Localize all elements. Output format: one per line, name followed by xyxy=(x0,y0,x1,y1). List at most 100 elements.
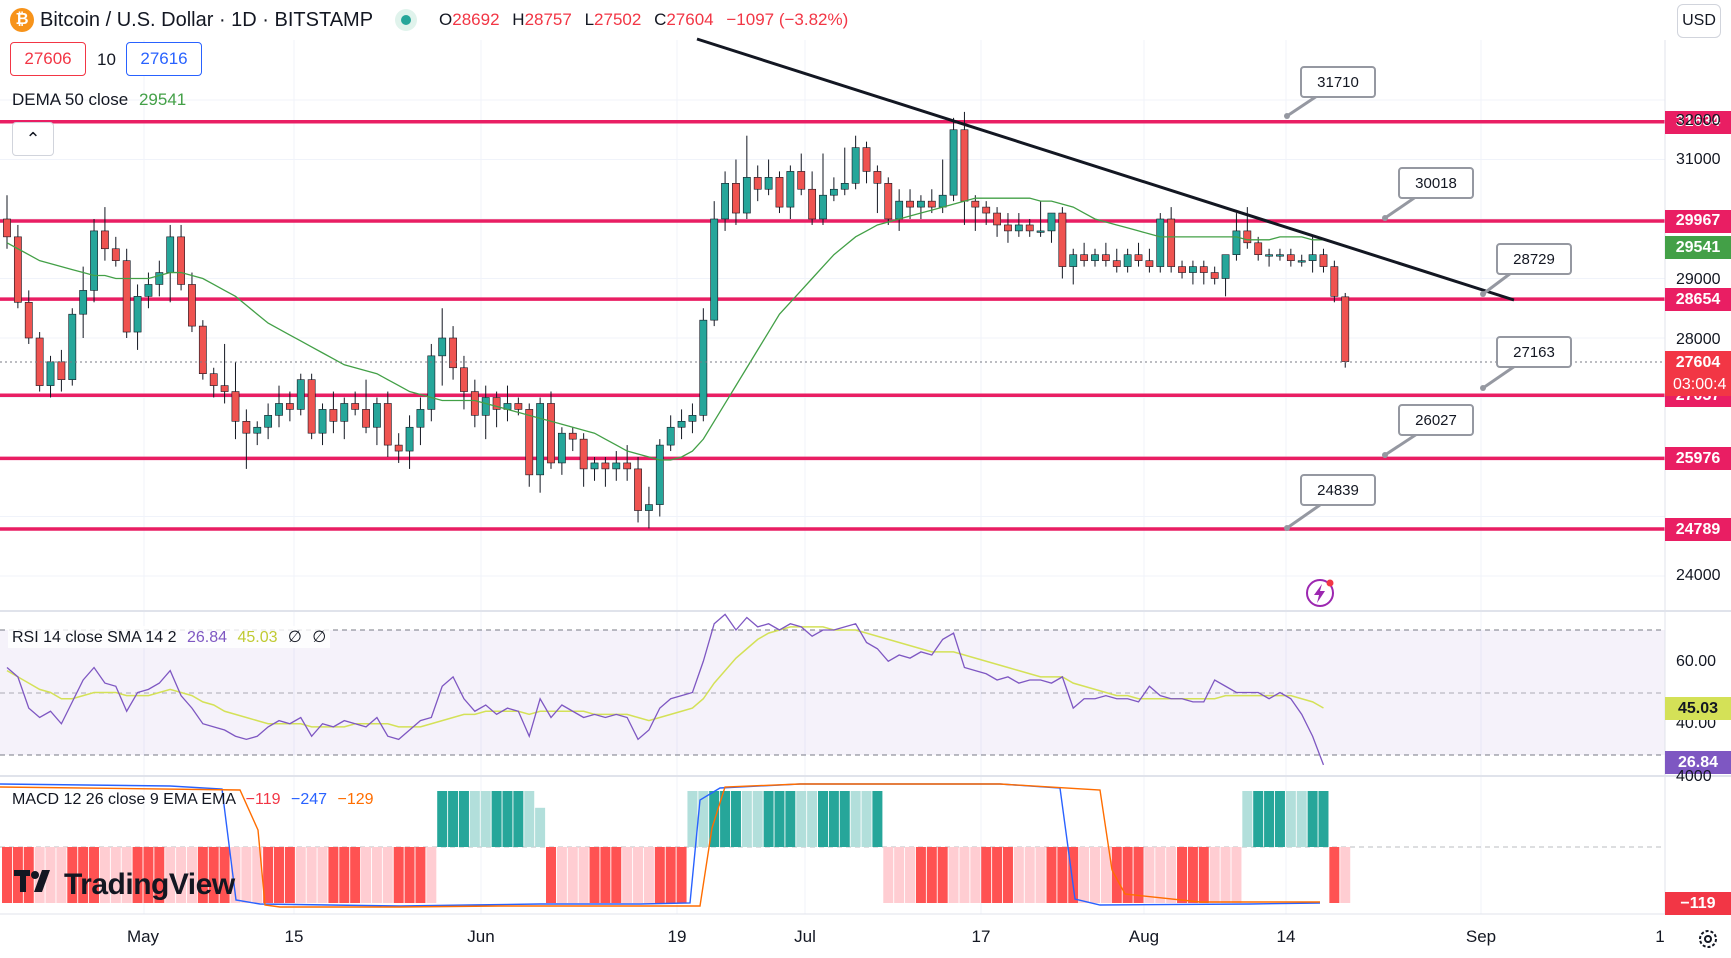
macd-bar xyxy=(741,791,752,847)
candle xyxy=(1091,248,1099,267)
time-tick: Sep xyxy=(1465,927,1497,946)
macd-bar xyxy=(1285,791,1296,847)
candle xyxy=(198,320,207,380)
price-tick: 29000 xyxy=(1676,271,1721,288)
price-callout[interactable]: 26027 xyxy=(1398,404,1474,436)
macd-bar xyxy=(654,847,665,903)
candle xyxy=(307,373,316,440)
candle xyxy=(699,308,708,422)
candle xyxy=(1101,242,1110,267)
macd-bar xyxy=(208,847,219,903)
macd-bar xyxy=(981,847,992,903)
candle xyxy=(329,391,338,434)
macd-bar xyxy=(959,847,970,903)
symbol-title[interactable]: Bitcoin / U.S. Dollar · 1D · BITSTAMP xyxy=(40,8,374,31)
sell-price-button[interactable]: 27606 xyxy=(10,42,86,76)
price-callout[interactable]: 27163 xyxy=(1496,336,1572,368)
macd-bar xyxy=(1296,791,1307,847)
price-callout[interactable]: 30018 xyxy=(1398,167,1474,199)
candle xyxy=(155,260,164,297)
buy-price-button[interactable]: 27616 xyxy=(126,42,202,76)
rsi-legend[interactable]: RSI 14 close SMA 14 2 26.84 45.03 ∅ ∅ xyxy=(8,626,331,648)
dema-price-label: 29541 xyxy=(1665,236,1731,259)
candle xyxy=(710,201,719,327)
price-callout[interactable]: 28729 xyxy=(1496,243,1572,275)
macd-bar xyxy=(284,847,295,903)
candle xyxy=(3,195,11,249)
macd-bar xyxy=(361,847,372,903)
candle xyxy=(1080,242,1089,267)
candle xyxy=(340,397,349,440)
market-open-icon xyxy=(395,9,418,31)
settings-gear-icon[interactable] xyxy=(1697,928,1719,950)
macd-bar xyxy=(796,791,807,847)
macd-bar xyxy=(154,847,165,903)
candle xyxy=(971,195,980,231)
macd-bar xyxy=(1187,847,1198,903)
macd-bar xyxy=(437,791,448,847)
time-tick: May xyxy=(126,927,160,946)
macd-bar xyxy=(818,791,828,847)
macd-bar xyxy=(578,847,589,903)
macd-bar xyxy=(415,847,426,903)
time-tick: 14 xyxy=(1276,927,1296,946)
macd-bar xyxy=(371,847,382,903)
candle xyxy=(24,290,33,344)
macd-bar xyxy=(1329,847,1340,903)
price-tick: 28000 xyxy=(1676,331,1721,348)
tradingview-logo[interactable]: TradingView xyxy=(14,868,235,902)
candle xyxy=(275,385,283,428)
candle xyxy=(601,457,610,487)
macd-bar xyxy=(1209,847,1220,903)
dema-legend[interactable]: DEMA 50 close 29541 xyxy=(12,90,187,109)
level-price-label: 25976 xyxy=(1665,447,1731,471)
tradingview-mark-icon xyxy=(14,868,58,902)
macd-bar xyxy=(186,847,197,903)
macd-bar xyxy=(350,847,361,903)
candle xyxy=(873,165,882,214)
candle xyxy=(242,409,251,469)
candle xyxy=(645,486,653,529)
candle xyxy=(1221,254,1230,297)
candle xyxy=(677,409,686,440)
currency-button[interactable]: USD xyxy=(1677,4,1721,38)
price-callout[interactable]: 24839 xyxy=(1300,474,1376,506)
dema-line xyxy=(6,197,1346,461)
rsi-tick: 60.00 xyxy=(1676,653,1717,670)
macd-bar xyxy=(404,847,415,903)
macd-bar xyxy=(589,847,600,903)
macd-bar xyxy=(1133,847,1144,903)
candle xyxy=(166,224,175,303)
candle xyxy=(470,379,479,428)
symbol-header: ₿ Bitcoin / U.S. Dollar · 1D · BITSTAMP … xyxy=(0,0,856,40)
macd-bar xyxy=(328,847,339,903)
macd-bar xyxy=(905,847,916,903)
collapse-legend-button[interactable]: ⌃ xyxy=(12,122,54,156)
candle xyxy=(188,272,196,333)
candle xyxy=(449,326,457,380)
candle xyxy=(1025,219,1034,237)
candle xyxy=(460,355,468,410)
candle xyxy=(296,373,305,416)
macd-bar xyxy=(197,847,208,903)
macd-bar xyxy=(524,791,535,847)
macd-bar xyxy=(241,847,252,903)
candle xyxy=(1058,207,1067,279)
macd-bar xyxy=(785,791,796,847)
lightning-alert-icon[interactable] xyxy=(1303,576,1337,610)
candle xyxy=(1265,248,1273,267)
last-price-label: 27604 xyxy=(1665,351,1731,374)
candle xyxy=(1123,248,1132,273)
macd-bar xyxy=(1079,847,1090,903)
ohlc-readout: O28692 H28757 L27502 C27604 −1097 (−3.82… xyxy=(439,10,849,29)
macd-bar xyxy=(263,847,274,903)
price-callout[interactable]: 31710 xyxy=(1300,66,1376,98)
macd-bar xyxy=(110,847,121,903)
chevron-up-icon: ⌃ xyxy=(25,129,41,149)
macd-legend[interactable]: MACD 12 26 close 9 EMA EMA −119 −247 −12… xyxy=(12,791,374,808)
candle xyxy=(1297,254,1306,267)
macd-bar xyxy=(1068,847,1079,903)
macd-bar xyxy=(426,847,437,903)
macd-bar xyxy=(274,847,284,903)
